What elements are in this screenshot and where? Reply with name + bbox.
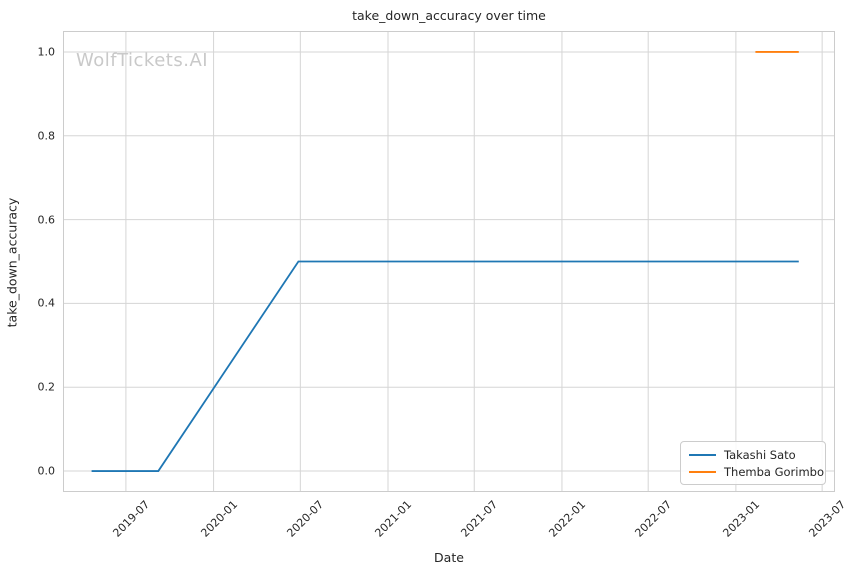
x-tick-label: 2019-07 bbox=[110, 498, 153, 540]
x-tick-label: 2020-01 bbox=[198, 498, 240, 540]
legend-item-takashi-sato: Takashi Sato bbox=[689, 446, 817, 463]
x-tick-label: 2023-01 bbox=[720, 498, 763, 540]
watermark: WolfTickets.AI bbox=[76, 50, 209, 71]
x-tick-label: 2020-07 bbox=[284, 498, 327, 540]
x-tick-label: 2021-01 bbox=[372, 498, 415, 540]
x-tick-label: 2022-07 bbox=[632, 498, 675, 540]
legend-label: Takashi Sato bbox=[724, 447, 796, 462]
x-tick-label: 2021-07 bbox=[458, 498, 501, 540]
y-tick-label: 0.6 bbox=[37, 213, 56, 227]
series-line-takashi-sato bbox=[91, 260, 799, 472]
x-tick-label: 2022-01 bbox=[546, 498, 589, 540]
chart-title: take_down_accuracy over time bbox=[352, 8, 546, 23]
y-tick-label: 0.0 bbox=[37, 464, 56, 478]
legend-line-icon bbox=[689, 470, 716, 473]
plot-border bbox=[63, 31, 835, 492]
plot-area bbox=[63, 31, 835, 492]
legend: Takashi Sato Themba Gorimbo bbox=[680, 441, 826, 485]
y-tick-label: 0.4 bbox=[37, 296, 56, 310]
legend-label: Themba Gorimbo bbox=[724, 464, 825, 479]
legend-item-themba-gorimbo: Themba Gorimbo bbox=[689, 463, 824, 480]
legend-line-icon bbox=[689, 453, 716, 456]
x-tick-label: 2023-07 bbox=[806, 498, 849, 540]
x-axis-label: Date bbox=[434, 550, 464, 565]
y-tick-label: 1.0 bbox=[37, 45, 56, 59]
y-tick-label: 0.2 bbox=[37, 380, 56, 394]
y-tick-label: 0.8 bbox=[37, 129, 56, 143]
y-axis-label: take_down_accuracy bbox=[4, 197, 20, 328]
